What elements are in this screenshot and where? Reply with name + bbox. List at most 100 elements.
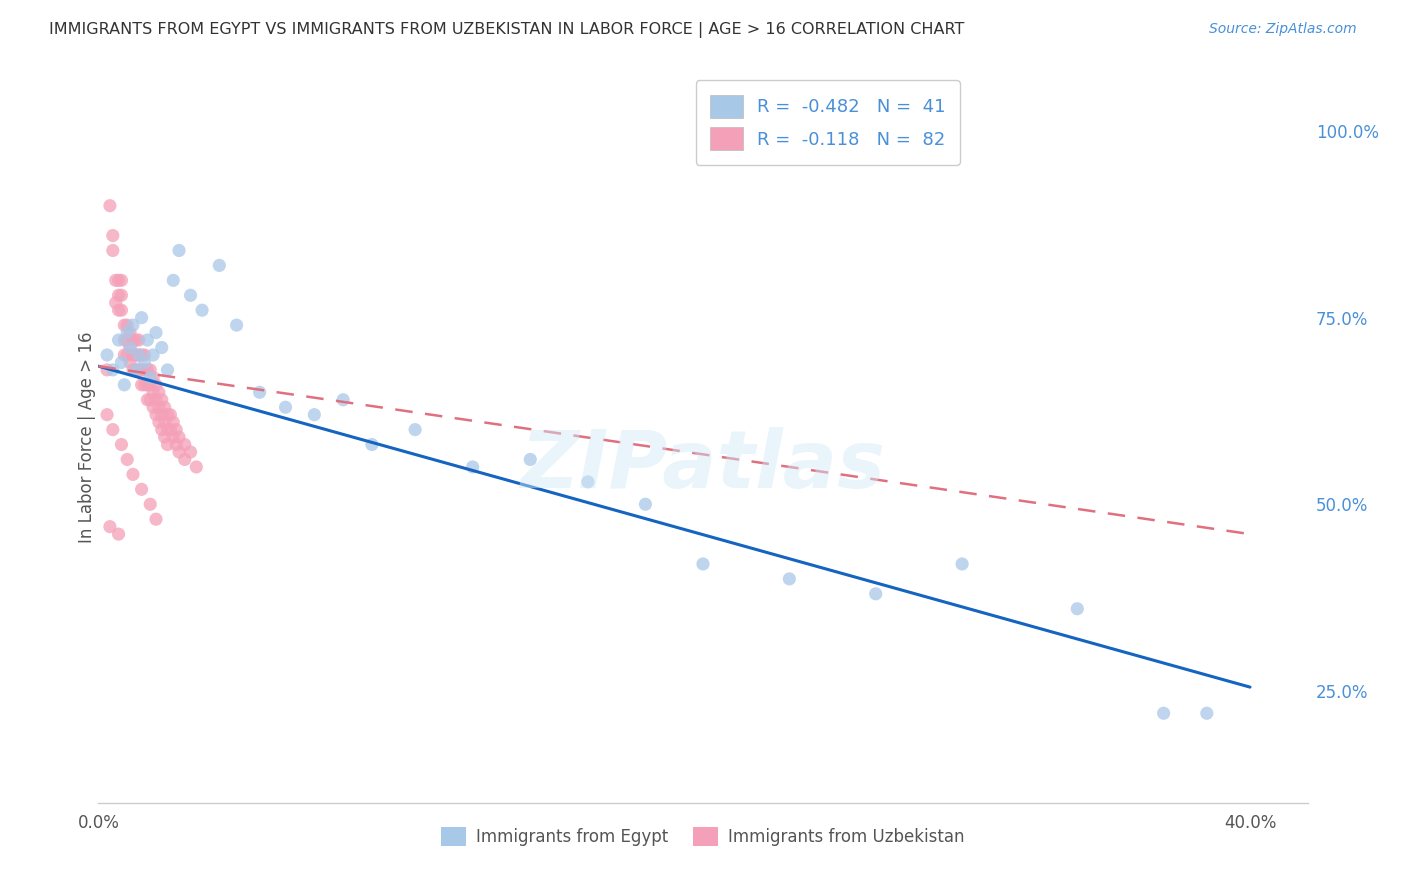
- Point: [131, 483, 153, 497]
- Point: [148, 415, 170, 429]
- Point: [145, 326, 167, 340]
- Point: [1195, 706, 1218, 721]
- Point: [122, 318, 145, 332]
- Point: [145, 377, 167, 392]
- Point: [139, 377, 162, 392]
- Text: IMMIGRANTS FROM EGYPT VS IMMIGRANTS FROM UZBEKISTAN IN LABOR FORCE | AGE > 16 CO: IMMIGRANTS FROM EGYPT VS IMMIGRANTS FROM…: [49, 22, 965, 38]
- Point: [98, 199, 121, 213]
- Point: [104, 273, 127, 287]
- Point: [107, 303, 129, 318]
- Point: [122, 363, 145, 377]
- Point: [125, 333, 148, 347]
- Point: [139, 392, 162, 407]
- Point: [159, 408, 181, 422]
- Point: [634, 497, 657, 511]
- Point: [122, 333, 145, 347]
- Point: [139, 370, 162, 384]
- Point: [150, 423, 173, 437]
- Point: [404, 423, 426, 437]
- Point: [180, 445, 202, 459]
- Point: [134, 355, 156, 369]
- Point: [150, 392, 173, 407]
- Point: [173, 452, 195, 467]
- Point: [332, 392, 354, 407]
- Point: [125, 348, 148, 362]
- Point: [122, 467, 145, 482]
- Point: [692, 557, 714, 571]
- Point: [162, 415, 184, 429]
- Point: [142, 370, 165, 384]
- Point: [107, 273, 129, 287]
- Point: [167, 430, 190, 444]
- Point: [107, 333, 129, 347]
- Point: [461, 459, 484, 474]
- Point: [139, 497, 162, 511]
- Point: [101, 228, 124, 243]
- Point: [131, 377, 153, 392]
- Point: [101, 363, 124, 377]
- Point: [865, 587, 887, 601]
- Point: [156, 408, 179, 422]
- Point: [136, 333, 159, 347]
- Point: [115, 326, 138, 340]
- Point: [128, 363, 150, 377]
- Point: [142, 348, 165, 362]
- Point: [110, 437, 132, 451]
- Point: [131, 348, 153, 362]
- Point: [153, 430, 176, 444]
- Point: [96, 408, 118, 422]
- Point: [145, 392, 167, 407]
- Point: [134, 348, 156, 362]
- Point: [186, 459, 208, 474]
- Point: [145, 512, 167, 526]
- Point: [128, 348, 150, 362]
- Point: [134, 377, 156, 392]
- Point: [112, 377, 135, 392]
- Point: [304, 408, 326, 422]
- Point: [950, 557, 973, 571]
- Point: [361, 437, 384, 451]
- Point: [112, 318, 135, 332]
- Point: [125, 363, 148, 377]
- Point: [131, 310, 153, 325]
- Point: [208, 259, 231, 273]
- Point: [274, 401, 297, 415]
- Point: [153, 401, 176, 415]
- Point: [150, 341, 173, 355]
- Point: [165, 423, 187, 437]
- Point: [162, 273, 184, 287]
- Point: [98, 519, 121, 533]
- Point: [115, 318, 138, 332]
- Point: [101, 423, 124, 437]
- Point: [110, 355, 132, 369]
- Point: [134, 363, 156, 377]
- Point: [159, 423, 181, 437]
- Point: [519, 452, 541, 467]
- Point: [162, 430, 184, 444]
- Point: [96, 363, 118, 377]
- Point: [112, 333, 135, 347]
- Point: [148, 385, 170, 400]
- Point: [156, 437, 179, 451]
- Point: [136, 363, 159, 377]
- Point: [115, 333, 138, 347]
- Point: [165, 437, 187, 451]
- Point: [142, 385, 165, 400]
- Legend: Immigrants from Egypt, Immigrants from Uzbekistan: Immigrants from Egypt, Immigrants from U…: [434, 821, 972, 853]
- Point: [120, 326, 142, 340]
- Point: [167, 445, 190, 459]
- Point: [115, 452, 138, 467]
- Point: [156, 423, 179, 437]
- Point: [125, 363, 148, 377]
- Point: [145, 408, 167, 422]
- Point: [122, 348, 145, 362]
- Point: [115, 348, 138, 362]
- Point: [96, 348, 118, 362]
- Point: [167, 244, 190, 258]
- Point: [142, 401, 165, 415]
- Point: [173, 437, 195, 451]
- Point: [153, 415, 176, 429]
- Point: [110, 288, 132, 302]
- Point: [1066, 601, 1088, 615]
- Point: [139, 363, 162, 377]
